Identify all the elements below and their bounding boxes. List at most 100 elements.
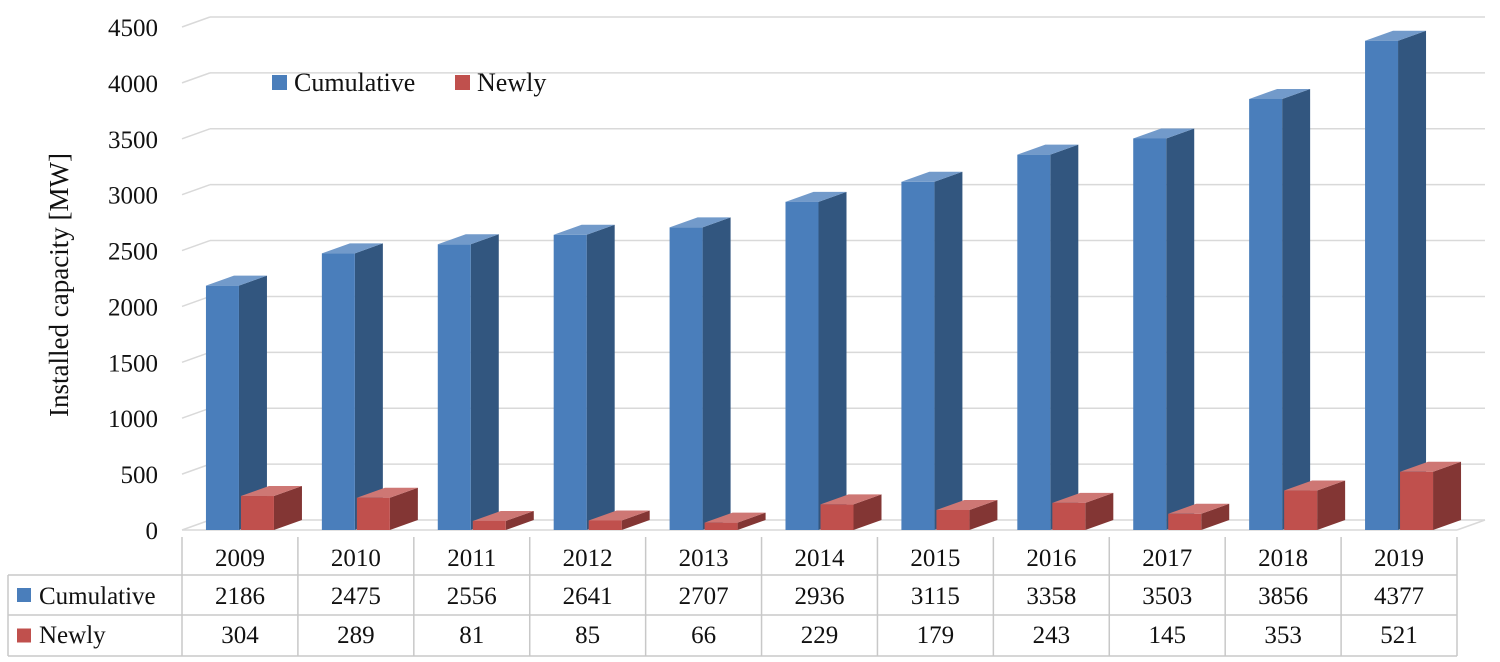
bar-top — [553, 224, 615, 235]
bar-top — [1168, 503, 1230, 514]
data-label-newly: 81 — [459, 622, 484, 649]
bar-front — [704, 522, 738, 530]
bar-top — [240, 486, 302, 497]
bar-top — [1133, 128, 1195, 139]
bar-side — [470, 234, 499, 530]
x-tick-label: 2019 — [1374, 545, 1424, 572]
bar-front — [1365, 40, 1399, 531]
bar-top — [1400, 461, 1462, 472]
data-label-newly: 289 — [337, 622, 375, 649]
y-tick-label: 4000 — [108, 71, 158, 98]
data-table: 2009 2010 2011 2012 2013 2014 2015 2016 2017 2018… — [7, 537, 1458, 657]
y-tick-label: 3500 — [108, 127, 158, 154]
bar-top — [820, 494, 882, 505]
bar-cumulative-2011 — [437, 234, 499, 530]
data-label-cumulative: 4377 — [1374, 583, 1424, 610]
bar-front — [936, 509, 970, 530]
data-label-newly: 304 — [221, 622, 259, 649]
bar-side — [1282, 88, 1311, 530]
legend-label-cumulative: Cumulative — [294, 68, 415, 97]
bar-top — [704, 512, 766, 523]
bar-front — [321, 253, 355, 530]
bar-side — [1317, 480, 1346, 530]
bar-top — [901, 171, 963, 182]
bar-side — [853, 494, 882, 530]
bar-cumulative-2018 — [1249, 88, 1311, 530]
y-tick-label: 4500 — [108, 15, 158, 42]
bar-top — [472, 510, 534, 521]
bar-top — [1017, 144, 1079, 155]
bar-top — [936, 499, 998, 510]
table-swatch-cumulative — [17, 588, 31, 602]
bar-side — [505, 510, 534, 530]
data-label-newly: 145 — [1148, 622, 1186, 649]
gridline-side — [181, 72, 211, 84]
bar-side — [818, 191, 847, 531]
data-label-cumulative: 2707 — [679, 583, 729, 610]
bar-newly-2013 — [704, 512, 766, 530]
data-label-cumulative: 3115 — [911, 583, 960, 610]
bar-top — [437, 234, 499, 245]
data-label-cumulative: 2936 — [795, 583, 845, 610]
y-tick-label: 0 — [146, 518, 159, 545]
data-label-cumulative: 2475 — [331, 583, 381, 610]
data-label-cumulative: 2641 — [563, 583, 613, 610]
gridline-side — [181, 407, 211, 419]
x-tick-label: 2009 — [215, 545, 265, 572]
bar-newly-2017 — [1168, 503, 1230, 530]
data-label-cumulative: 2186 — [215, 583, 265, 610]
x-tick-label: 2015 — [910, 545, 960, 572]
data-label-newly: 353 — [1264, 622, 1302, 649]
y-axis-ticks: 0 500 1000 1500 2000 2500 3000 3500 4000 4500 — [108, 15, 158, 545]
floor-right-edge — [1456, 519, 1486, 531]
legend-swatch-newly — [455, 75, 470, 90]
data-label-newly: 243 — [1033, 622, 1071, 649]
data-label-newly: 229 — [801, 622, 839, 649]
bar-side — [737, 512, 766, 530]
bar-side — [273, 486, 302, 530]
bar-top — [588, 510, 650, 521]
x-tick-label: 2014 — [795, 545, 846, 572]
bar-front — [1249, 98, 1283, 530]
bar-top — [1052, 492, 1114, 503]
bar-newly-2011 — [472, 510, 534, 530]
bar-side — [969, 499, 998, 530]
data-label-newly: 521 — [1380, 622, 1418, 649]
bar-side — [1085, 492, 1114, 530]
bar-newly-2010 — [356, 487, 418, 530]
x-tick-label: 2017 — [1142, 545, 1192, 572]
y-tick-label: 500 — [121, 462, 159, 489]
bar-side — [389, 487, 418, 530]
bar-front — [553, 234, 587, 530]
bar-side — [586, 224, 615, 530]
bar-front — [1168, 513, 1202, 530]
bar-cumulative-2019 — [1365, 30, 1427, 531]
bar-top — [356, 487, 418, 498]
bar-side — [1398, 30, 1427, 531]
bar-newly-2019 — [1400, 461, 1462, 530]
y-tick-label: 1000 — [108, 406, 158, 433]
bar-top — [785, 191, 847, 202]
table-swatch-newly — [17, 628, 31, 643]
bar-front — [669, 227, 703, 531]
bar-cumulative-2012 — [553, 224, 615, 530]
gridline-side — [181, 128, 211, 140]
bar-cumulative-2015 — [901, 171, 963, 530]
data-label-newly: 85 — [575, 622, 600, 649]
gridline-side — [181, 519, 211, 531]
gridline-side — [181, 351, 211, 364]
bar-side — [1166, 128, 1195, 530]
x-tick-label: 2010 — [331, 545, 381, 572]
bar-cumulative-2013 — [669, 217, 731, 531]
bar-top — [1284, 480, 1346, 491]
bar-cumulative-2017 — [1133, 128, 1195, 530]
data-label-cumulative: 2556 — [447, 583, 497, 610]
bar-top — [1365, 30, 1427, 41]
bar-front — [205, 285, 239, 530]
bar-front — [437, 244, 471, 530]
bar-front — [472, 520, 506, 530]
bar-side — [238, 275, 267, 530]
y-axis-title: Installed capacity [MW] — [44, 153, 74, 417]
